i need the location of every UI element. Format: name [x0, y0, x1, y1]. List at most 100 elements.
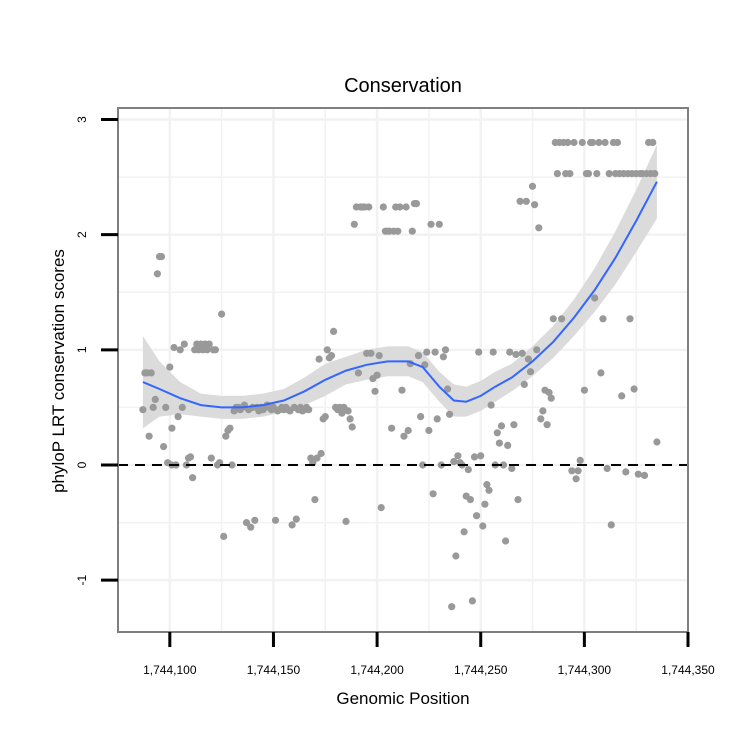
y-tick-label: -1 — [75, 575, 89, 586]
data-point — [460, 528, 468, 536]
data-point — [346, 415, 354, 423]
data-point — [441, 346, 450, 354]
data-point — [317, 449, 325, 458]
data-point — [446, 410, 454, 418]
data-point — [539, 407, 547, 415]
data-point — [485, 486, 493, 494]
data-point — [218, 310, 226, 318]
data-point — [481, 500, 489, 508]
data-point — [589, 138, 597, 147]
data-point — [466, 496, 474, 504]
data-point — [423, 348, 431, 356]
data-point — [365, 203, 373, 211]
y-tick-label: 0 — [75, 461, 89, 468]
data-point — [251, 516, 259, 524]
data-point — [305, 406, 313, 414]
x-tick-label: 1,744,200 — [350, 663, 404, 677]
data-point — [506, 348, 514, 356]
data-point — [578, 138, 586, 147]
data-point — [174, 413, 182, 421]
data-point — [479, 522, 487, 530]
data-point — [433, 415, 441, 423]
panel-border — [117, 107, 689, 633]
data-point — [203, 346, 211, 354]
data-point — [439, 353, 447, 361]
data-point — [157, 253, 166, 261]
data-point — [649, 138, 657, 147]
data-point — [535, 224, 543, 232]
data-point — [427, 220, 435, 228]
data-point — [338, 409, 346, 417]
data-point — [160, 443, 168, 451]
data-point — [576, 456, 584, 464]
data-point — [593, 170, 601, 178]
data-point — [402, 203, 410, 211]
data-point — [377, 504, 385, 512]
data-point — [139, 406, 147, 414]
data-point — [348, 423, 356, 431]
data-point — [630, 385, 638, 393]
data-point — [622, 468, 630, 476]
data-point — [618, 392, 626, 400]
data-point — [379, 203, 387, 211]
data-point — [464, 466, 472, 474]
x-tick-label: 1,744,250 — [454, 663, 508, 677]
data-point — [186, 453, 195, 461]
data-point — [313, 454, 321, 462]
data-point — [431, 348, 439, 356]
data-point — [226, 424, 234, 432]
data-point — [640, 471, 649, 479]
data-point — [211, 346, 219, 354]
data-point — [452, 552, 460, 560]
data-point — [323, 346, 331, 354]
data-point — [429, 490, 437, 498]
data-point — [607, 521, 615, 529]
data-point — [321, 413, 329, 421]
plot-panel — [117, 107, 689, 633]
data-point — [502, 537, 510, 545]
data-point — [514, 496, 522, 504]
data-point — [574, 467, 582, 475]
data-point — [558, 315, 566, 323]
data-point — [166, 363, 174, 371]
data-point — [435, 220, 443, 228]
data-point — [626, 315, 634, 323]
data-point — [580, 386, 589, 394]
y-axis-label: phyloP LRT conservation scores — [49, 249, 68, 493]
data-point — [499, 461, 508, 469]
data-point — [601, 138, 609, 147]
data-point — [315, 355, 323, 363]
data-point — [495, 439, 503, 447]
data-point — [508, 464, 516, 473]
y-tick-label: 3 — [75, 116, 89, 123]
data-point — [549, 315, 557, 323]
data-point — [483, 481, 491, 489]
data-point — [220, 532, 228, 541]
data-point — [545, 388, 553, 397]
data-point — [388, 424, 396, 432]
x-tick-label: 1,744,350 — [661, 663, 715, 677]
data-point — [178, 403, 186, 411]
data-point — [603, 464, 611, 473]
data-point — [450, 458, 458, 466]
data-point — [412, 200, 421, 208]
data-point — [425, 426, 433, 435]
data-point — [180, 340, 188, 348]
chart-title: Conservation — [344, 75, 462, 97]
y-axis: -1 0 1 2 3 — [75, 116, 118, 586]
x-axis-label: Genomic Position — [336, 689, 469, 708]
data-point — [149, 403, 157, 411]
data-point — [242, 519, 251, 527]
data-point — [568, 467, 576, 475]
data-point — [271, 516, 280, 524]
data-point — [477, 452, 485, 460]
data-point — [528, 182, 537, 190]
data-point — [520, 380, 528, 388]
data-point — [572, 475, 580, 483]
y-tick-label: 2 — [75, 231, 89, 238]
data-point — [653, 438, 661, 446]
data-point — [417, 413, 425, 421]
data-point — [444, 385, 452, 393]
data-point — [396, 203, 404, 211]
data-point — [526, 368, 535, 376]
